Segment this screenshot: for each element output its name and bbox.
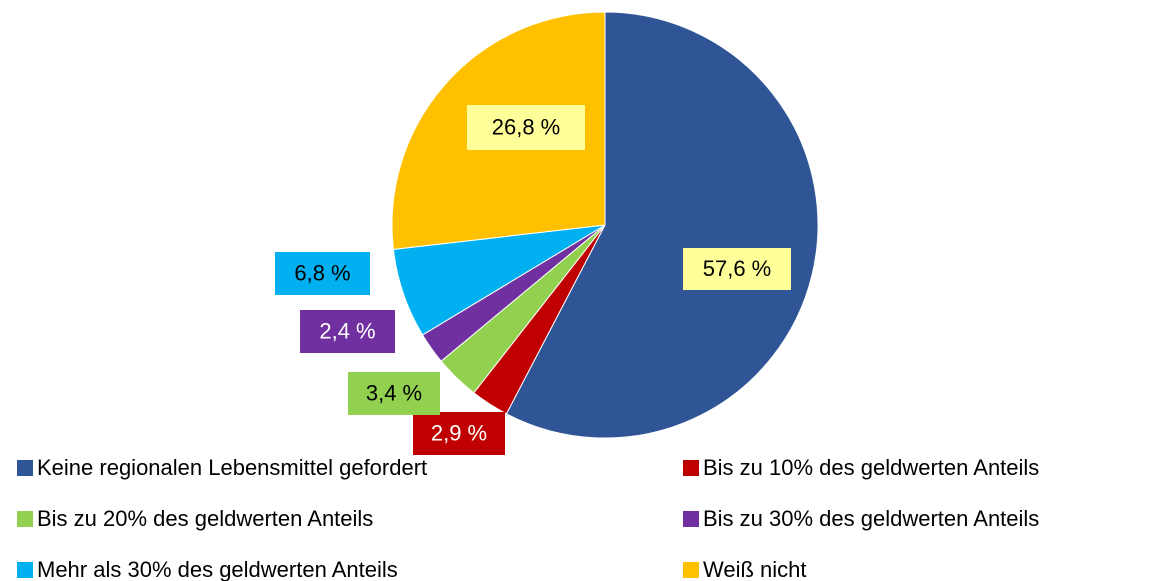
data-label: 57,6 % [703,256,772,281]
legend-swatch [17,511,33,527]
label-box [300,310,395,353]
data-label: 6,8 % [294,260,350,285]
legend-label: Bis zu 20% des geldwerten Anteils [37,506,373,531]
legend-label: Keine regionalen Lebensmittel gefordert [37,455,427,480]
legend-swatch [683,511,699,527]
data-label: 2,4 % [319,318,375,343]
pie-slice [505,11,819,439]
legend-swatch [17,562,33,578]
legend-label: Weiß nicht [703,557,807,581]
legend-label: Bis zu 30% des geldwerten Anteils [703,506,1039,531]
legend-label: Mehr als 30% des geldwerten Anteils [37,557,398,581]
label-box [348,372,440,415]
legend-swatch [683,460,699,476]
label-box [467,105,585,150]
data-label: 2,9 % [431,420,487,445]
legend-swatch [17,460,33,476]
data-label: 26,8 % [492,114,561,139]
legend-swatch [683,562,699,578]
legend-label: Bis zu 10% des geldwerten Anteils [703,455,1039,480]
label-box [683,248,791,290]
data-label: 3,4 % [366,380,422,405]
label-box [413,412,505,455]
label-box [275,252,370,295]
